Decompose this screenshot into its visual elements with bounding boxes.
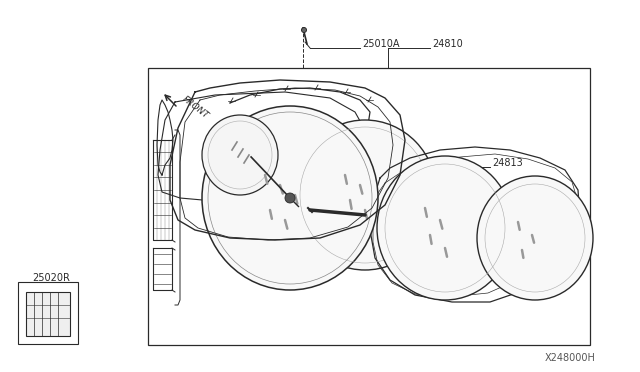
Ellipse shape (202, 115, 278, 195)
Text: 25010A: 25010A (362, 39, 399, 49)
Text: 24813: 24813 (492, 158, 523, 168)
Bar (148, 68, 590, 345)
Bar (26, 292, 70, 336)
Text: 24810: 24810 (432, 39, 463, 49)
Ellipse shape (202, 106, 378, 290)
Text: X248000H: X248000H (545, 353, 596, 363)
Bar (18, 282, 78, 344)
Ellipse shape (285, 193, 295, 203)
Text: 25020R: 25020R (32, 273, 70, 283)
Ellipse shape (477, 176, 593, 300)
Ellipse shape (293, 120, 437, 270)
Ellipse shape (377, 156, 513, 300)
Text: FRONT: FRONT (181, 94, 211, 120)
Ellipse shape (301, 28, 307, 32)
